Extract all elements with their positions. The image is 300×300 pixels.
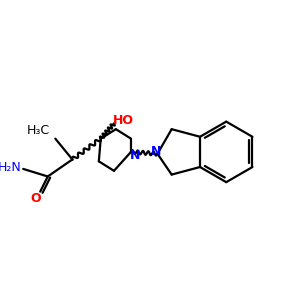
Text: H₃C: H₃C	[27, 124, 50, 136]
Text: N: N	[150, 146, 161, 158]
Text: H₂N: H₂N	[0, 160, 22, 173]
Text: N: N	[130, 149, 140, 162]
Text: O: O	[30, 192, 41, 205]
Text: HO: HO	[113, 114, 134, 127]
